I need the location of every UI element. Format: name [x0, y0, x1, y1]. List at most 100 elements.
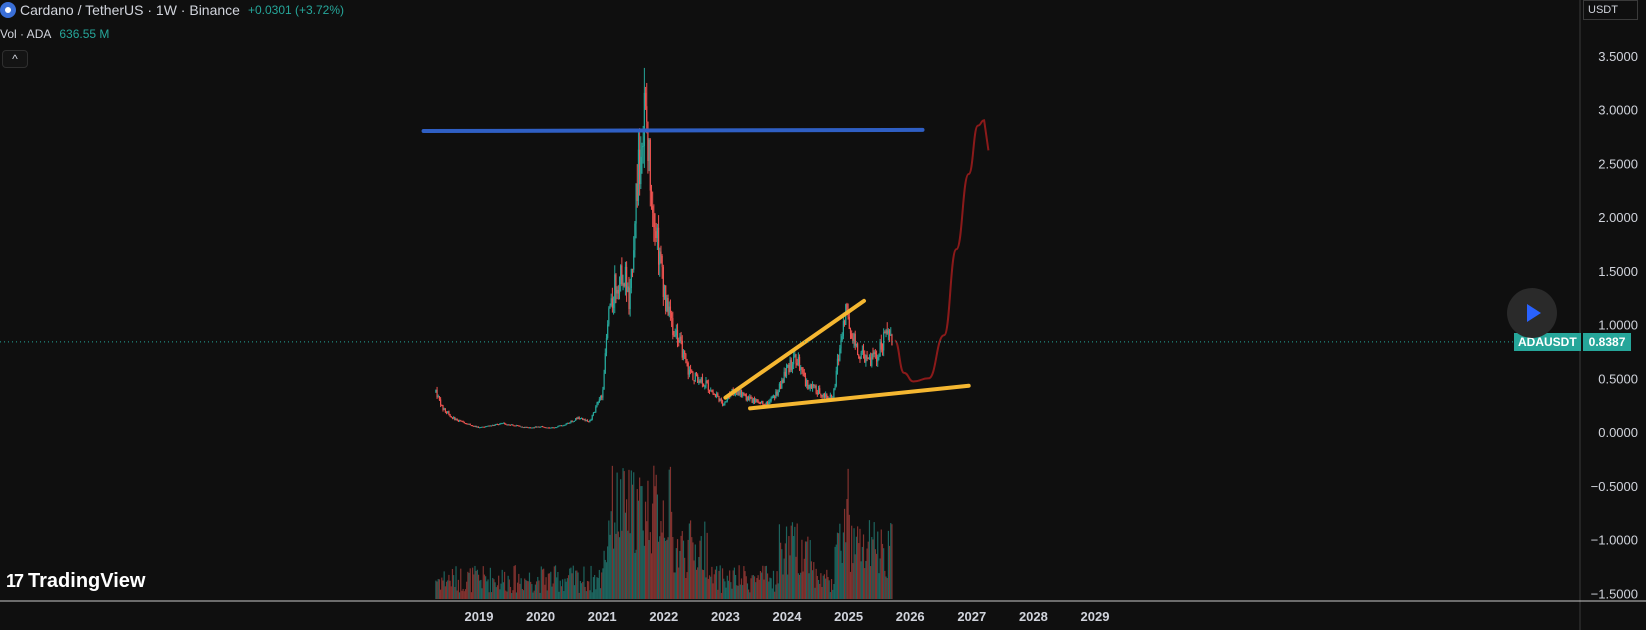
volume-bar: [590, 565, 592, 599]
candle-body: [733, 393, 736, 395]
volume-bar: [778, 524, 781, 599]
volume-bar: [765, 565, 767, 599]
volume-bar: [694, 544, 696, 599]
candle-body: [551, 427, 553, 429]
volume-bar: [563, 591, 565, 599]
time-axis[interactable]: 2019 2020 2021 2022 2023 2024 2025 2026 2027 2028…: [465, 609, 1110, 624]
candle-body: [753, 398, 756, 402]
candle-body: [854, 333, 856, 346]
candle-body: [660, 251, 662, 256]
currency-selector[interactable]: USDT: [1583, 0, 1638, 20]
volume-bar: [642, 530, 644, 599]
volume-bar: [757, 575, 759, 599]
volume-bar: [723, 578, 725, 599]
candle-body: [695, 372, 698, 376]
candle-body: [498, 424, 500, 426]
volume-bar: [833, 584, 835, 599]
candle-body: [794, 354, 796, 357]
candle-body: [450, 416, 452, 418]
volume-bar: [596, 577, 598, 599]
candle-body: [538, 426, 540, 428]
candle-body: [814, 385, 816, 387]
volume-bar: [508, 579, 510, 599]
volume-bar: [706, 532, 708, 599]
volume-bar: [827, 576, 829, 599]
volume-bar: [822, 575, 824, 599]
symbol-legend[interactable]: Cardano / TetherUS · 1W · Binance +0.030…: [0, 0, 344, 20]
tradingview-mark: 17: [6, 571, 24, 591]
candle-body: [759, 403, 762, 405]
volume-bar: [727, 580, 730, 599]
wedge-lower-line: [748, 383, 971, 411]
volume-bar: [881, 543, 884, 599]
collapse-legend-button[interactable]: ^: [2, 50, 28, 68]
volume-bar: [713, 574, 715, 599]
candle-body: [646, 106, 648, 122]
volume-bar: [559, 580, 561, 599]
volume-bar: [448, 574, 450, 599]
projection-path: [893, 119, 990, 383]
volume-bar: [486, 581, 488, 599]
volume-bar: [480, 579, 482, 599]
candle-body: [693, 380, 695, 382]
volume-bar: [543, 568, 545, 599]
candle-body: [816, 392, 818, 395]
play-button[interactable]: [1507, 288, 1557, 338]
volume-bar: [780, 542, 782, 599]
volume-bar: [454, 586, 456, 599]
volume-bar: [463, 591, 465, 599]
volume-bar: [685, 578, 687, 599]
volume-bar: [678, 567, 680, 599]
volume-bar: [676, 539, 679, 599]
volume-bar: [739, 584, 741, 599]
volume-bar: [442, 580, 444, 599]
candle-body: [477, 426, 480, 428]
volume-bar: [473, 574, 475, 599]
candle-body: [678, 340, 680, 343]
volume-bar: [774, 591, 776, 599]
volume-bar: [820, 573, 822, 599]
volume-bar: [770, 578, 772, 599]
candle-body: [473, 425, 475, 427]
volume-bar: [545, 577, 547, 599]
price-axis[interactable]: 3.5000 3.0000 2.5000 2.0000 1.5000 1.0000 0.50…: [1591, 49, 1638, 602]
volume-bar: [861, 546, 863, 599]
candle-body: [462, 421, 464, 423]
candle-body: [781, 380, 783, 389]
volume-bar: [744, 571, 746, 599]
candle-body: [562, 425, 564, 427]
candle-body: [681, 340, 683, 358]
candle-body: [541, 426, 544, 428]
cardano-icon: [0, 2, 16, 18]
candle-body: [862, 349, 865, 355]
candle-body: [534, 426, 536, 428]
volume-bar: [487, 579, 489, 599]
tradingview-logo: 17 TradingView: [6, 570, 145, 593]
volume-bar: [855, 536, 858, 599]
volume-bar: [813, 562, 815, 599]
candle-body: [888, 330, 891, 336]
candle-body: [768, 401, 770, 406]
volume-legend[interactable]: Vol · ADA 636.55 M: [0, 24, 109, 44]
candle-body: [528, 427, 531, 429]
volume-bar: [817, 579, 820, 599]
candle-body: [609, 304, 611, 309]
volume-bar: [639, 477, 641, 599]
candle-body: [758, 402, 760, 404]
candle-body: [486, 426, 488, 428]
candle-body: [521, 426, 523, 428]
candle-body: [691, 370, 693, 373]
candle-body: [483, 426, 486, 428]
volume-bar: [691, 537, 693, 599]
drawings[interactable]: [421, 119, 990, 411]
volume-bar: [544, 584, 546, 599]
time-tick-label: 2020: [526, 609, 555, 624]
time-tick-label: 2021: [588, 609, 617, 624]
symbol-title[interactable]: Cardano / TetherUS · 1W · Binance: [20, 2, 240, 18]
candle-body: [853, 333, 855, 341]
volume-bar: [734, 574, 737, 599]
price-tick-label: 2.5000: [1598, 156, 1638, 171]
time-tick-label: 2024: [773, 609, 803, 624]
